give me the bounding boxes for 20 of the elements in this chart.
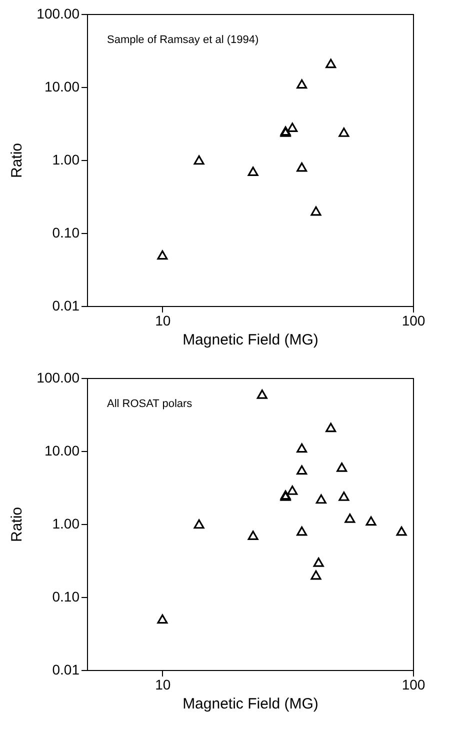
x-tick-label: 10: [155, 312, 171, 328]
y-tick-label: 1.00: [52, 516, 80, 532]
y-tick-label: 10.00: [44, 78, 80, 94]
y-tick-label: 100.00: [36, 370, 80, 386]
y-axis-title: Ratio: [8, 142, 26, 178]
y-tick-label: 10.00: [44, 442, 80, 458]
y-tick-label: 100.00: [36, 6, 80, 22]
y-tick-label: 1.00: [52, 152, 80, 168]
x-axis-title: Magnetic Field (MG): [182, 332, 318, 348]
y-tick-label: 0.10: [52, 224, 80, 240]
annotation: Sample of Ramsay et al (1994): [107, 34, 259, 46]
y-axis-title: Ratio: [8, 506, 26, 542]
y-tick-label: 0.10: [52, 588, 80, 604]
x-tick-label: 10: [155, 676, 171, 692]
annotation: All ROSAT polars: [107, 398, 193, 410]
y-tick-label: 0.01: [52, 298, 80, 314]
x-axis-title: Magnetic Field (MG): [182, 696, 318, 712]
x-tick-label: 100: [402, 676, 426, 692]
x-tick-label: 100: [402, 312, 426, 328]
y-tick-label: 0.01: [52, 662, 80, 678]
